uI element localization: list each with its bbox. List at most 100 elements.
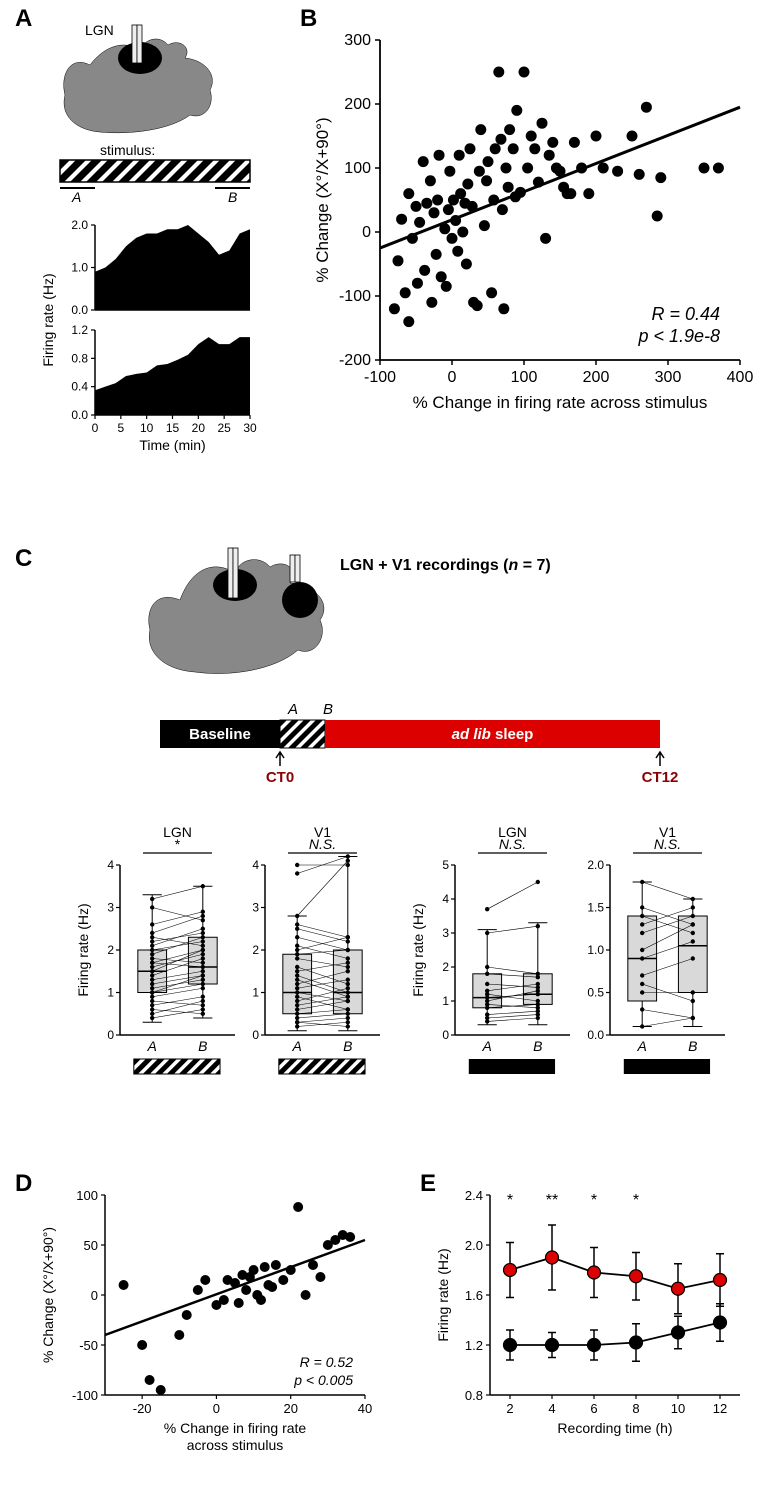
svg-text:**: ** (546, 1192, 558, 1209)
svg-text:1: 1 (442, 994, 449, 1008)
svg-text:A: A (287, 701, 298, 718)
svg-text:*: * (591, 1192, 597, 1209)
svg-text:100: 100 (511, 369, 538, 386)
svg-text:2.4: 2.4 (465, 1188, 483, 1203)
svg-text:-100: -100 (72, 1388, 98, 1403)
panel-e-svg: 0.81.21.62.02.424681012*****Firing rate … (430, 1180, 760, 1480)
svg-text:300: 300 (344, 32, 371, 49)
panel-a: LGN stimulus: A B 0.0 1.0 2.0 0.0 0.4 0.8 1.2 0 5 10 1… (40, 20, 270, 460)
svg-text:0.0: 0.0 (587, 1028, 604, 1042)
svg-text:1.5: 1.5 (587, 901, 604, 915)
svg-text:2.0: 2.0 (71, 218, 88, 232)
svg-text:LGN + V1 recordings (n = 7): LGN + V1 recordings (n = 7) (340, 557, 551, 574)
svg-text:2: 2 (442, 960, 449, 974)
svg-text:A: A (147, 1038, 157, 1054)
svg-text:0: 0 (448, 369, 457, 386)
svg-text:*: * (633, 1192, 639, 1209)
svg-text:10: 10 (671, 1401, 685, 1416)
panel-d: -100-50050100-2002040% Change (X°/X+90°)… (35, 1180, 395, 1480)
svg-text:4: 4 (252, 858, 259, 872)
svg-text:0.0: 0.0 (71, 408, 88, 422)
svg-text:20: 20 (192, 421, 206, 435)
svg-text:R = 0.44: R = 0.44 (651, 304, 720, 324)
svg-text:N.S.: N.S. (654, 836, 681, 852)
svg-text:-50: -50 (79, 1338, 98, 1353)
svg-text:300: 300 (655, 369, 682, 386)
svg-text:0: 0 (442, 1028, 449, 1042)
svg-text:3: 3 (442, 926, 449, 940)
svg-text:-200: -200 (339, 352, 371, 369)
svg-text:stimulus:: stimulus: (100, 142, 155, 158)
svg-text:A: A (482, 1038, 492, 1054)
svg-text:1.0: 1.0 (71, 261, 88, 275)
svg-text:200: 200 (344, 96, 371, 113)
svg-text:12: 12 (713, 1401, 727, 1416)
svg-text:0.0: 0.0 (71, 303, 88, 317)
svg-text:1.2: 1.2 (465, 1338, 483, 1353)
svg-text:100: 100 (76, 1188, 98, 1203)
panel-a-svg: LGN stimulus: A B 0.0 1.0 2.0 0.0 0.4 0.8 1.2 0 5 10 1… (40, 20, 270, 460)
panel-d-label: D (15, 1170, 32, 1198)
svg-text:5: 5 (117, 421, 124, 435)
svg-text:A: A (71, 189, 81, 205)
svg-text:10: 10 (140, 421, 154, 435)
svg-text:CT12: CT12 (642, 769, 679, 786)
svg-text:0: 0 (362, 224, 371, 241)
svg-text:*: * (507, 1192, 513, 1209)
svg-text:6: 6 (590, 1401, 597, 1416)
svg-text:2: 2 (252, 943, 259, 957)
svg-text:B: B (228, 189, 237, 205)
svg-text:1.6: 1.6 (465, 1288, 483, 1303)
svg-text:40: 40 (358, 1401, 372, 1416)
svg-text:Firing rate (Hz): Firing rate (Hz) (40, 273, 56, 366)
svg-text:100: 100 (344, 160, 371, 177)
svg-text:B: B (688, 1038, 697, 1054)
svg-text:Baseline: Baseline (189, 726, 251, 743)
svg-text:Firing rate (Hz): Firing rate (Hz) (435, 1248, 451, 1341)
svg-text:400: 400 (727, 369, 754, 386)
svg-text:0.8: 0.8 (71, 351, 88, 365)
svg-text:30: 30 (243, 421, 257, 435)
svg-text:1.0: 1.0 (587, 943, 604, 957)
svg-text:% Change in firing rate: % Change in firing rate (164, 1420, 307, 1436)
svg-text:CT0: CT0 (266, 769, 294, 786)
svg-text:Firing rate (Hz): Firing rate (Hz) (75, 903, 91, 996)
svg-text:4: 4 (442, 892, 449, 906)
svg-text:B: B (198, 1038, 207, 1054)
panel-c: LGN + V1 recordings (n = 7)Baselinead li… (50, 545, 750, 1145)
svg-text:-100: -100 (339, 288, 371, 305)
svg-text:8: 8 (632, 1401, 639, 1416)
svg-text:0: 0 (252, 1028, 259, 1042)
svg-text:50: 50 (84, 1238, 98, 1253)
svg-text:-100: -100 (364, 369, 396, 386)
svg-text:200: 200 (583, 369, 610, 386)
svg-text:% Change (X°/X+90°): % Change (X°/X+90°) (313, 117, 332, 282)
svg-text:B: B (323, 701, 333, 718)
svg-text:R = 0.52: R = 0.52 (300, 1354, 354, 1370)
svg-text:p < 0.005: p < 0.005 (293, 1372, 353, 1388)
svg-text:15: 15 (166, 421, 180, 435)
svg-text:0: 0 (213, 1401, 220, 1416)
svg-text:4: 4 (107, 858, 114, 872)
svg-text:B: B (343, 1038, 352, 1054)
svg-text:1: 1 (252, 986, 259, 1000)
svg-text:25: 25 (217, 421, 231, 435)
svg-text:5: 5 (442, 858, 449, 872)
panel-b: -200-1000100200300-1000100200300400% Cha… (310, 20, 760, 440)
panel-e: 0.81.21.62.02.424681012*****Firing rate … (430, 1180, 760, 1480)
svg-text:4: 4 (548, 1401, 555, 1416)
svg-text:1.2: 1.2 (71, 323, 88, 337)
svg-text:0.4: 0.4 (71, 380, 88, 394)
svg-text:% Change in firing rate across: % Change in firing rate across stimulus (413, 393, 708, 412)
svg-text:3: 3 (107, 901, 114, 915)
svg-text:LGN: LGN (85, 22, 114, 38)
svg-text:0: 0 (92, 421, 99, 435)
svg-text:Firing rate (Hz): Firing rate (Hz) (410, 903, 426, 996)
svg-text:N.S.: N.S. (499, 836, 526, 852)
svg-text:2: 2 (506, 1401, 513, 1416)
panel-d-svg: -100-50050100-2002040% Change (X°/X+90°)… (35, 1180, 395, 1480)
panel-a-label: A (15, 5, 32, 33)
svg-text:0.5: 0.5 (587, 986, 604, 1000)
svg-text:1: 1 (107, 986, 114, 1000)
panel-c-label: C (15, 545, 32, 573)
